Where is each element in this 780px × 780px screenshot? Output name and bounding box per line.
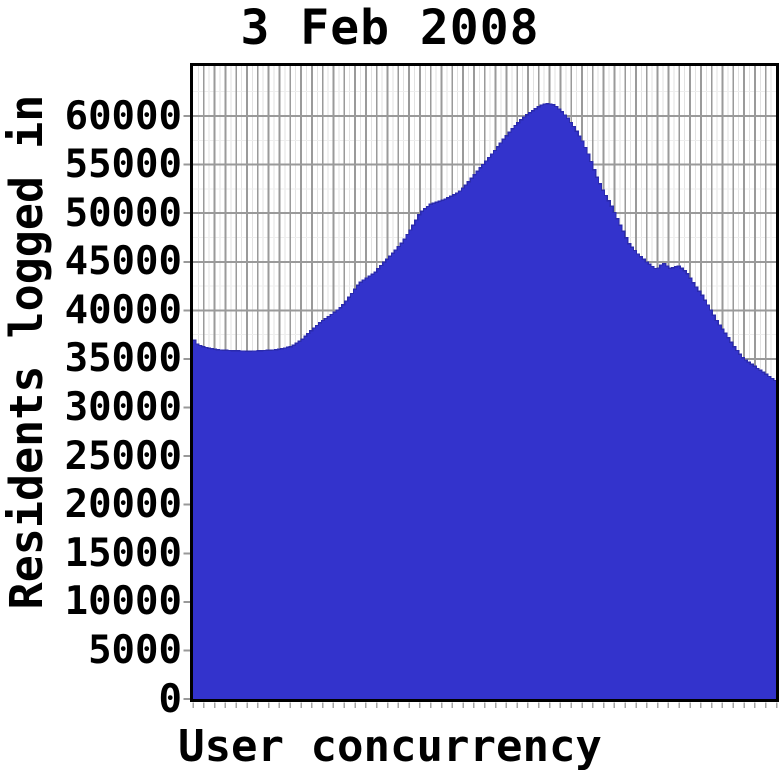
y-tick-label-5000: 5000	[88, 627, 182, 673]
plot-frame	[190, 63, 779, 702]
area-series	[193, 102, 777, 700]
y-tick-label-60000: 60000	[64, 93, 182, 139]
y-tick-label-45000: 45000	[64, 239, 182, 285]
y-tick-label-20000: 20000	[64, 482, 182, 528]
y-tick-label-40000: 40000	[64, 287, 182, 333]
residents-area-edge	[193, 102, 777, 382]
y-tick-label-15000: 15000	[64, 530, 182, 576]
chart-title: 3 Feb 2008	[240, 0, 540, 56]
y-tick-label-30000: 30000	[64, 385, 182, 430]
residents-area	[193, 103, 777, 700]
axis-ticks	[183, 115, 778, 708]
y-tick-label-0: 0	[158, 676, 182, 722]
x-axis-label: User concurrency	[178, 721, 602, 772]
y-tick-label-50000: 50000	[64, 190, 182, 236]
y-tick-label-10000: 10000	[64, 579, 182, 625]
y-tick-label-55000: 55000	[64, 142, 182, 188]
y-tick-label-35000: 35000	[64, 336, 182, 382]
y-tick-label-25000: 25000	[64, 433, 182, 479]
